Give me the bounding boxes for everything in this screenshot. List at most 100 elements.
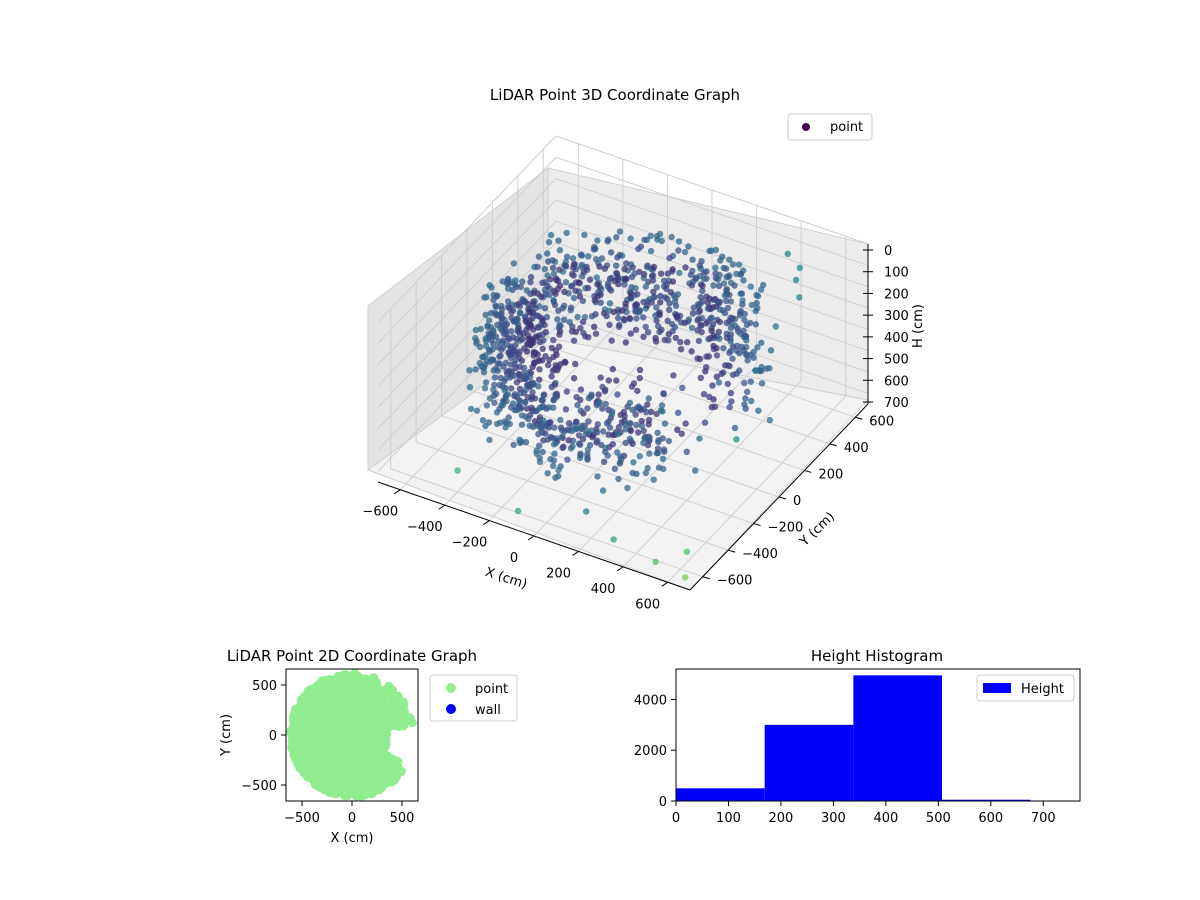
point-3d (692, 274, 700, 281)
point-3d (753, 292, 760, 299)
point-3d (709, 382, 716, 389)
point-3d (496, 360, 503, 367)
point-3d (516, 309, 524, 317)
point-2d (355, 760, 365, 770)
point-3d (684, 339, 691, 346)
point-3d (621, 317, 628, 324)
point-3d (555, 307, 562, 314)
point-3d (689, 310, 697, 317)
point-3d (703, 364, 710, 371)
point-3d (640, 405, 648, 413)
point-3d (563, 229, 570, 237)
plot-3d: LiDAR Point 3D Coordinate Graph −600 −400… (362, 86, 926, 612)
x-tick-label: −200 (452, 536, 488, 551)
point-3d (711, 403, 719, 410)
grid-line-x (667, 236, 847, 583)
point-3d (606, 321, 613, 328)
point-3d (539, 345, 546, 352)
point-3d (603, 420, 611, 427)
point-3d (669, 320, 676, 328)
point-3d (726, 349, 733, 356)
grid-line-z (377, 178, 869, 366)
grid-line-y (441, 255, 754, 525)
points-3d (454, 228, 804, 581)
point-3d (500, 337, 507, 344)
point-3d (570, 294, 578, 302)
y-tick-label: 400 (844, 441, 869, 456)
point-3d (653, 304, 660, 311)
point-3d (502, 375, 509, 382)
point-3d (727, 324, 735, 331)
point-3d (599, 487, 607, 494)
point-3d (710, 332, 717, 339)
point-3d (616, 228, 624, 235)
point-3d (731, 282, 738, 289)
point-2d (313, 735, 323, 745)
point-3d (518, 357, 526, 364)
z-tick-label: 300 (884, 309, 909, 324)
grid-line-z (377, 220, 869, 408)
point-3d (467, 405, 475, 413)
point-3d (515, 350, 522, 358)
point-3d (666, 306, 673, 313)
x-tick-label-hist: 400 (873, 811, 898, 826)
point-3d (591, 297, 598, 304)
point-3d (699, 287, 706, 294)
point-3d (508, 361, 515, 368)
point-3d (554, 316, 561, 323)
point-3d (613, 377, 620, 384)
point-3d (636, 268, 643, 276)
point-3d (560, 316, 568, 323)
histogram-bars (676, 675, 1031, 801)
legend-hist-swatch (983, 683, 1011, 693)
point-3d (644, 401, 651, 408)
point-3d (485, 346, 493, 353)
point-3d (536, 366, 543, 373)
point-3d (551, 301, 559, 309)
point-3d (701, 269, 708, 276)
point-3d (536, 376, 543, 383)
point-3d (583, 263, 590, 271)
point-3d (698, 328, 705, 336)
point-3d (727, 298, 735, 305)
histogram-ticks: 0 100 200 300 400 500 600 700 0 2000 4000 (634, 693, 1056, 826)
legend-3d-marker (802, 123, 810, 131)
point-3d (572, 328, 580, 336)
legend-2d-label-wall: wall (475, 703, 501, 718)
point-3d (748, 397, 755, 405)
point-3d (723, 334, 731, 341)
x-tick-label-hist: 600 (978, 811, 1003, 826)
point-3d (555, 364, 562, 371)
point-3d (525, 415, 532, 423)
point-2d (344, 742, 354, 752)
point-2d (406, 715, 416, 725)
point-3d (616, 321, 623, 328)
point-3d (723, 273, 730, 281)
point-3d (567, 445, 575, 452)
point-3d (741, 316, 748, 324)
point-3d (675, 247, 682, 254)
plot-2d: LiDAR Point 2D Coordinate Graph −500 0 500… (219, 647, 518, 846)
point-3d (585, 395, 593, 402)
point-3d (547, 433, 554, 441)
point-2d (345, 701, 355, 711)
point-3d (511, 406, 518, 414)
point-3d (657, 407, 665, 414)
point-3d (604, 452, 611, 459)
histogram-bar (764, 724, 854, 801)
point-2d (370, 760, 380, 770)
point-3d (700, 391, 708, 398)
point-3d (697, 374, 704, 382)
point-3d (703, 320, 710, 327)
point-3d (556, 247, 564, 254)
point-3d (628, 273, 636, 281)
point-3d (695, 337, 703, 345)
point-3d (688, 282, 696, 289)
point-3d (585, 418, 592, 425)
point-3d (583, 508, 590, 515)
point-3d (658, 326, 665, 333)
point-3d (635, 245, 642, 253)
point-3d (530, 289, 537, 297)
x-tick-label: −600 (362, 505, 398, 520)
point-3d (482, 311, 489, 318)
